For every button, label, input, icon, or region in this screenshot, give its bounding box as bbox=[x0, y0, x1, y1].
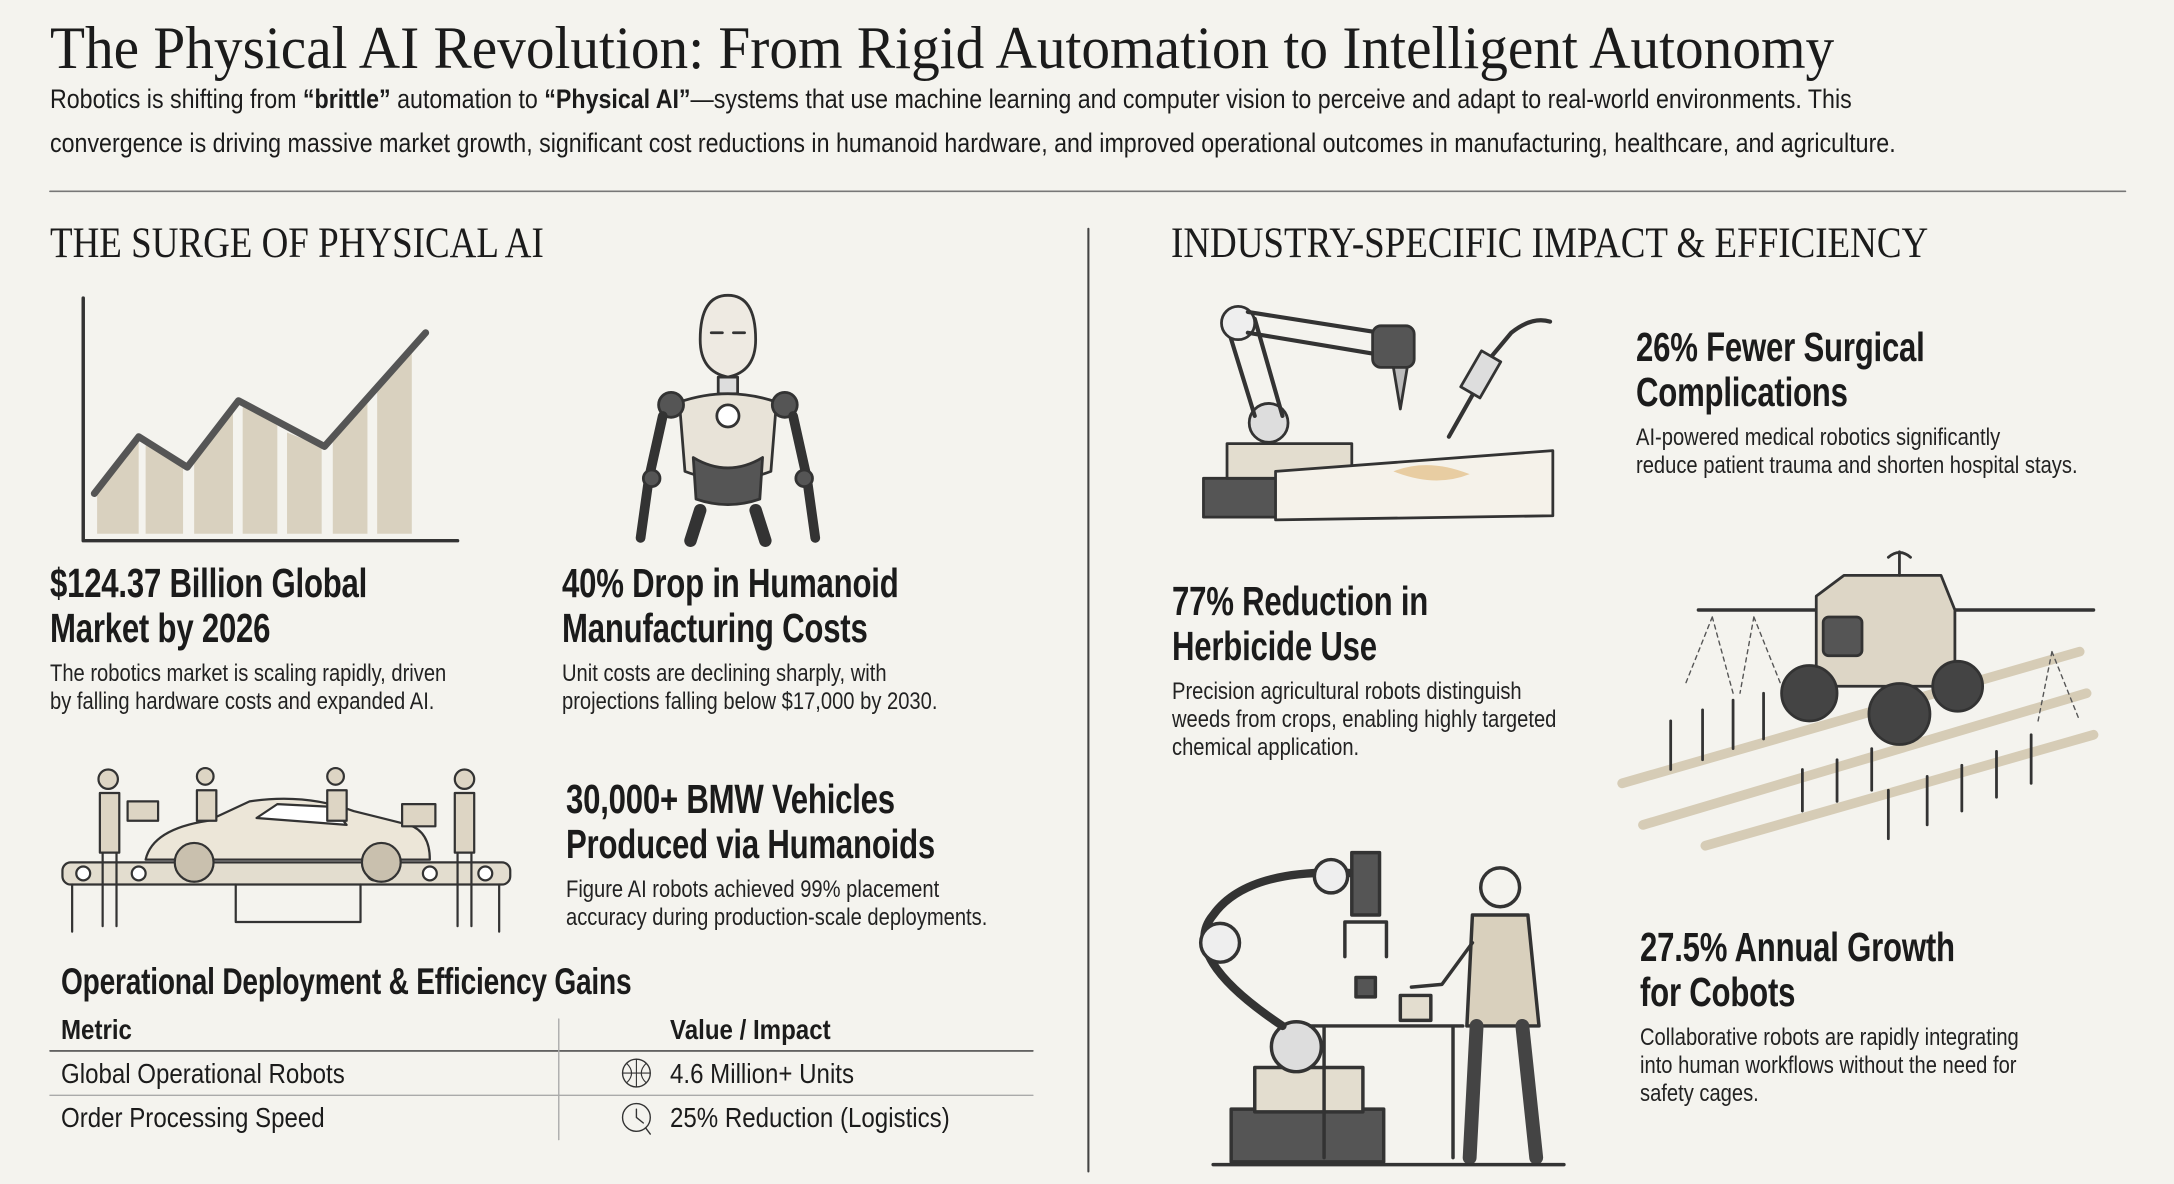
stat-description: Figure AI robots achieved 99% placement bbox=[566, 876, 940, 903]
subtitle-emphasis: “Physical AI” bbox=[544, 84, 691, 114]
stat-headline: for Cobots bbox=[1640, 969, 1796, 1015]
humanoid-robot-icon bbox=[635, 293, 821, 547]
table-title: Operational Deployment & Efficiency Gain… bbox=[61, 961, 632, 1002]
clock-icon bbox=[621, 1102, 651, 1133]
stat-description: accuracy during production-scale deploym… bbox=[566, 904, 988, 931]
table-cell: Order Processing Speed bbox=[61, 1102, 325, 1133]
section-heading: THE SURGE OF PHYSICAL AI bbox=[50, 220, 544, 267]
subtitle-text: —systems that use machine learning and c… bbox=[690, 84, 1852, 114]
subtitle-text: automation to bbox=[390, 84, 545, 114]
table-header: Value / Impact bbox=[670, 1014, 831, 1045]
table-cell: Global Operational Robots bbox=[61, 1058, 345, 1089]
stat-headline: 30,000+ BMW Vehicles bbox=[566, 776, 895, 822]
stat-headline: Market by 2026 bbox=[50, 605, 271, 651]
section-heading: INDUSTRY-SPECIFIC IMPACT & EFFICIENCY bbox=[1171, 220, 1929, 267]
stat-headline: Herbicide Use bbox=[1172, 623, 1377, 669]
stat-description: The robotics market is scaling rapidly, … bbox=[50, 660, 447, 687]
subtitle-line: Robotics is shifting from “brittle” auto… bbox=[50, 84, 1852, 115]
stat-description: into human workflows without the need fo… bbox=[1640, 1052, 2017, 1079]
stat-description: reduce patient trauma and shorten hospit… bbox=[1636, 452, 2078, 479]
growth-chart-icon bbox=[81, 296, 460, 543]
table-cell: 4.6 Million+ Units bbox=[670, 1058, 855, 1089]
stat-description: weeds from crops, enabling highly target… bbox=[1172, 706, 1557, 733]
table-rules bbox=[49, 1018, 1034, 1141]
stat-headline: 26% Fewer Surgical bbox=[1636, 324, 1925, 370]
stat-headline: 40% Drop in Humanoid bbox=[562, 560, 899, 606]
stat-description: by falling hardware costs and expanded A… bbox=[50, 688, 435, 715]
subtitle-line: convergence is driving massive market gr… bbox=[50, 128, 1896, 159]
agricultural-robot-icon bbox=[1617, 550, 2099, 851]
page-title: The Physical AI Revolution: From Rigid A… bbox=[50, 15, 1835, 81]
stat-headline: 77% Reduction in bbox=[1172, 578, 1429, 624]
stat-description: chemical application. bbox=[1172, 734, 1360, 761]
cobot-icon bbox=[1198, 850, 1566, 1167]
stat-headline: Produced via Humanoids bbox=[566, 821, 935, 867]
subtitle-text: convergence is driving massive market gr… bbox=[50, 128, 1896, 158]
car-assembly-icon bbox=[61, 766, 512, 933]
stat-headline: Manufacturing Costs bbox=[562, 605, 868, 651]
stat-description: safety cages. bbox=[1640, 1080, 1759, 1107]
table-header: Metric bbox=[61, 1014, 132, 1045]
table-cell: 25% Reduction (Logistics) bbox=[670, 1102, 950, 1133]
stat-description: AI-powered medical robotics significantl… bbox=[1636, 424, 2001, 451]
surgical-robot-icon bbox=[1202, 305, 1555, 522]
stat-description: projections falling below $17,000 by 203… bbox=[562, 688, 938, 715]
stat-description: Unit costs are declining sharply, with bbox=[562, 660, 887, 687]
stat-headline: $124.37 Billion Global bbox=[50, 560, 368, 606]
stat-headline: 27.5% Annual Growth bbox=[1640, 924, 1955, 970]
subtitle-text: Robotics is shifting from bbox=[50, 84, 303, 114]
subtitle-emphasis: “brittle” bbox=[302, 84, 391, 114]
stat-headline: Complications bbox=[1636, 369, 1848, 415]
stat-description: Collaborative robots are rapidly integra… bbox=[1640, 1024, 2019, 1051]
stat-description: Precision agricultural robots distinguis… bbox=[1172, 678, 1522, 705]
